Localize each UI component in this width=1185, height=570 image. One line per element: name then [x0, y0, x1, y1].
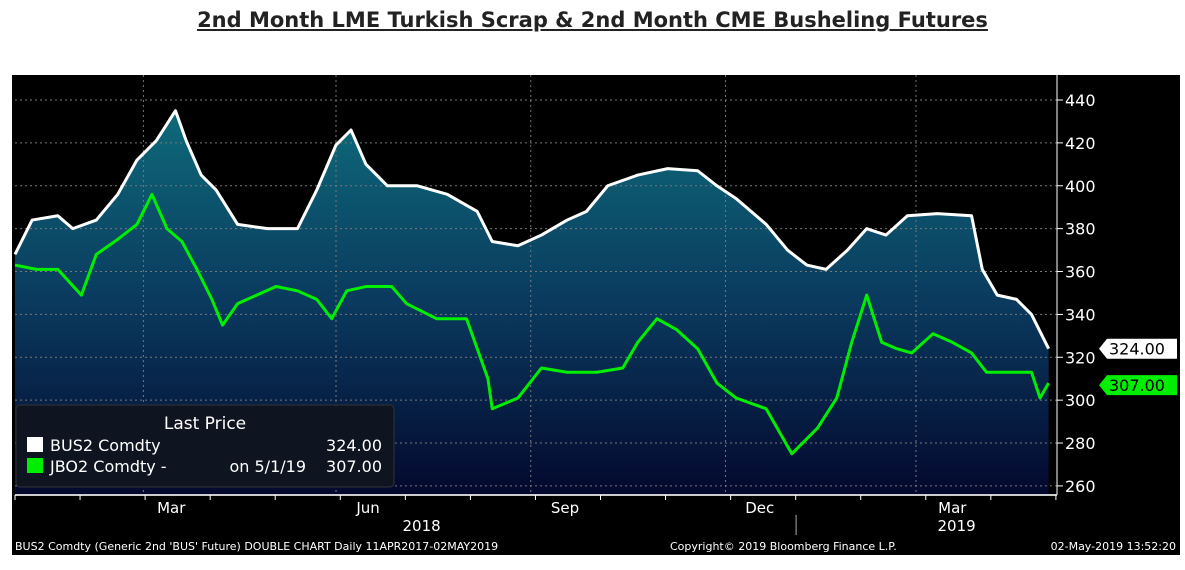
legend-title: Last Price	[164, 414, 246, 434]
last-price-tag-jbo2: 307.00	[1099, 375, 1177, 396]
last-price-tag-value: 324.00	[1109, 340, 1165, 359]
x-year-label: 2019	[938, 517, 976, 535]
footer-copyright: Copyright© 2019 Bloomberg Finance L.P.	[670, 540, 897, 553]
series-line-bus2	[13, 109, 1050, 350]
footer-timestamp: 02-May-2019 13:52:20	[1051, 540, 1176, 553]
y-tick-label: 380	[1065, 220, 1096, 239]
x-tick-label: Mar	[938, 499, 967, 517]
last-price-tag-bus2: 324.00	[1099, 338, 1177, 359]
legend: Last Price BUS2 Comdty 324.00 JBO2 Comdt…	[15, 404, 395, 488]
legend-swatch-bus2	[27, 437, 43, 452]
chart-title: 2nd Month LME Turkish Scrap & 2nd Month …	[197, 8, 988, 32]
y-tick-label: 280	[1065, 434, 1096, 453]
last-price-tag-bg	[1099, 375, 1177, 396]
y-tick-label: 400	[1065, 177, 1096, 196]
y-tick-label: 440	[1065, 91, 1096, 110]
legend-note-jbo2: on 5/1/19	[229, 457, 306, 476]
legend-value-bus2: 324.00	[326, 436, 382, 455]
y-tick-label: 360	[1065, 263, 1096, 282]
series-line-jbo2	[14, 192, 1050, 456]
x-year-label: 2018	[403, 517, 441, 535]
y-tick-label: 320	[1065, 348, 1096, 367]
footer-description: BUS2 Comdty (Generic 2nd 'BUS' Future) D…	[15, 540, 498, 553]
y-tick-label: 420	[1065, 134, 1096, 153]
x-tick-label: Mar	[157, 499, 186, 517]
chart: 260 280 300 320 340 360 380 400 420 440 Mar Jun Sep D…	[12, 75, 1180, 555]
legend-swatch-jbo2	[27, 458, 43, 473]
legend-label-jbo2: JBO2 Comdty -	[49, 457, 167, 476]
legend-label-bus2: BUS2 Comdty	[50, 436, 161, 455]
y-tick-label: 260	[1065, 477, 1096, 496]
y-tick-label: 300	[1065, 391, 1096, 410]
area-fill-bus2	[15, 110, 1049, 495]
legend-value-jbo2: 307.00	[326, 457, 382, 476]
x-tick-label: Jun	[355, 499, 379, 517]
x-tick-label: Dec	[745, 499, 774, 517]
y-tick-label: 340	[1065, 305, 1096, 324]
last-price-tag-bg	[1099, 338, 1177, 359]
last-price-tag-value: 307.00	[1109, 376, 1165, 395]
x-tick-label: Sep	[551, 499, 579, 517]
